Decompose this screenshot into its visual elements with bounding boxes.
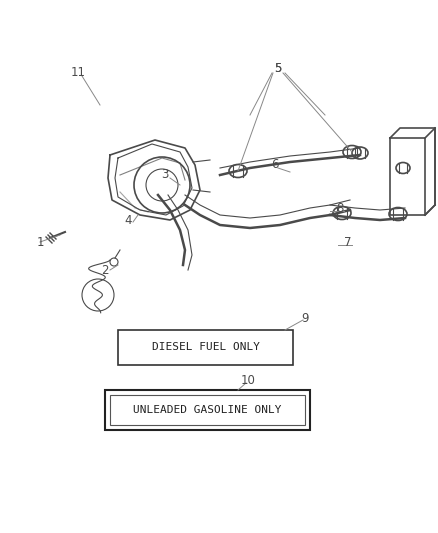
- Text: UNLEADED GASOLINE ONLY: UNLEADED GASOLINE ONLY: [133, 405, 282, 415]
- Text: 8: 8: [336, 201, 344, 214]
- Text: 6: 6: [271, 158, 279, 172]
- Text: 4: 4: [124, 214, 132, 227]
- Bar: [118, 330, 293, 365]
- Text: 7: 7: [344, 237, 352, 249]
- Bar: [110, 395, 305, 425]
- Text: 5: 5: [274, 61, 282, 75]
- Text: 1: 1: [36, 236, 44, 248]
- Text: 11: 11: [71, 66, 85, 78]
- Text: DIESEL FUEL ONLY: DIESEL FUEL ONLY: [152, 343, 259, 352]
- Text: 3: 3: [161, 168, 169, 182]
- Text: 5: 5: [274, 61, 282, 75]
- Text: 9: 9: [301, 311, 309, 325]
- Text: 2: 2: [101, 263, 109, 277]
- Text: 10: 10: [240, 375, 255, 387]
- Bar: [105, 390, 310, 430]
